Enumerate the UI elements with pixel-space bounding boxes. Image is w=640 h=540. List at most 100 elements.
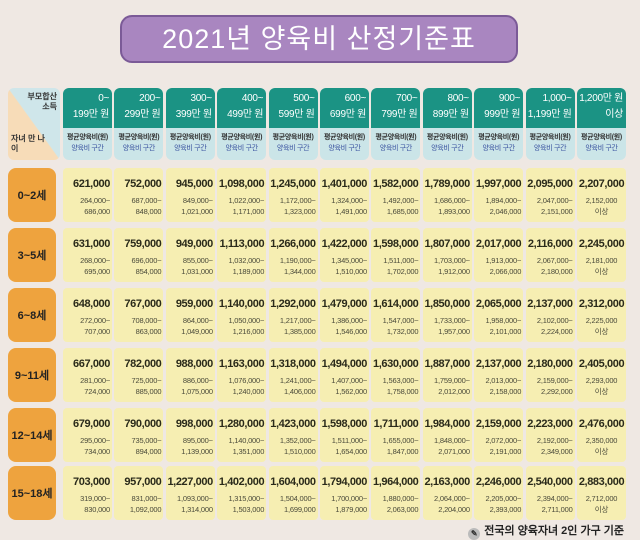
average-cost: 1,494,000: [321, 358, 368, 370]
table-cell: 1,401,000 1,324,000~ 1,491,000: [320, 168, 369, 222]
range-from: 1,172,000~: [279, 196, 316, 205]
range-to: 이상: [594, 387, 609, 396]
table-cell: 2,159,000 2,072,000~ 2,191,000: [474, 408, 524, 462]
range-from: 2,350,000: [585, 436, 618, 445]
cost-range: 1,958,000~ 2,101,000: [474, 315, 521, 337]
cost-range: 2,350,000 이상: [577, 435, 626, 457]
range-to: 1,406,000: [284, 387, 316, 396]
range-to: 2,063,000: [386, 505, 419, 514]
table-cell: 1,163,000 1,076,000~ 1,240,000: [217, 348, 267, 402]
range-from: 886,000~: [182, 376, 213, 385]
table-cell: 988,000 886,000~ 1,075,000: [165, 348, 215, 402]
cost-range: 2,067,000~ 2,180,000: [526, 255, 573, 277]
range-from: 864,000~: [182, 316, 213, 325]
column-header-7: 700~ 799만 원 평균양육비(원) 양육비 구간: [371, 88, 421, 160]
range-from: 1,190,000~: [279, 256, 316, 265]
average-cost: 2,405,000: [578, 358, 625, 370]
cost-range: 2,712,000 이상: [577, 493, 626, 515]
cost-range: 895,000~ 1,139,000: [166, 435, 213, 457]
range-from: 849,000~: [182, 196, 213, 205]
cost-range: 1,076,000~ 1,240,000: [217, 375, 264, 397]
range-from: 1,352,000~: [279, 436, 316, 445]
average-cost: 2,095,000: [527, 178, 573, 190]
table-cell: 1,422,000 1,345,000~ 1,510,000: [320, 228, 369, 282]
average-cost: 949,000: [175, 238, 213, 250]
income-bracket-line1: 800~: [447, 93, 469, 104]
table-cell: 752,000 687,000~ 848,000: [114, 168, 164, 222]
average-cost: 703,000: [73, 476, 110, 488]
average-cost: 1,984,000: [424, 418, 470, 430]
range-from: 1,958,000~: [485, 316, 522, 325]
income-bracket-line2: 399만 원: [175, 109, 212, 120]
cost-range: 1,050,000~ 1,216,000: [217, 315, 264, 337]
income-bracket-line1: 300~: [190, 93, 212, 104]
range-to: 2,101,000: [489, 327, 522, 336]
average-cost: 988,000: [175, 358, 213, 370]
cost-range: 849,000~ 1,021,000: [166, 195, 213, 217]
range-to: 2,046,000: [489, 207, 522, 216]
range-from: 1,913,000~: [485, 256, 522, 265]
cost-range: 2,394,000~ 2,711,000: [526, 493, 573, 515]
table-cell: 2,116,000 2,067,000~ 2,180,000: [525, 228, 575, 282]
cost-range: 1,759,000~ 2,012,000: [423, 375, 470, 397]
income-bracket-line1: 600~: [344, 93, 367, 104]
range-from: 2,072,000~: [485, 436, 522, 445]
range-to: 1,510,000: [335, 267, 367, 276]
range-to: 1,171,000: [232, 207, 265, 216]
range-to: 1,546,000: [335, 327, 367, 336]
table-cell: 790,000 735,000~ 894,000: [114, 408, 164, 462]
range-from: 696,000~: [131, 256, 162, 265]
average-cost: 1,266,000: [270, 238, 316, 250]
range-from: 272,000~: [80, 316, 110, 325]
average-cost: 759,000: [124, 238, 162, 250]
cost-range: 1,848,000~ 2,071,000: [423, 435, 470, 457]
table-cell: 1,402,000 1,315,000~ 1,503,000: [217, 466, 267, 520]
range-from: 1,703,000~: [434, 256, 470, 265]
cost-range: 2,192,000~ 2,349,000: [526, 435, 573, 457]
average-cost: 1,098,000: [218, 178, 265, 190]
average-cost: 782,000: [124, 358, 162, 370]
average-cost: 679,000: [73, 418, 110, 430]
average-cost: 1,292,000: [270, 298, 316, 310]
cost-range: 2,205,000~ 2,393,000: [474, 493, 521, 515]
table-cell: 2,245,000 2,181,000 이상: [577, 228, 626, 282]
range-from: 2,152,000: [585, 196, 618, 205]
range-from: 264,000~: [80, 196, 110, 205]
table-cell: 2,540,000 2,394,000~ 2,711,000: [525, 466, 575, 520]
average-cost: 2,223,000: [527, 418, 573, 430]
table-cell: 2,163,000 2,064,000~ 2,204,000: [422, 466, 472, 520]
table-cell: 2,405,000 2,293,000 이상: [577, 348, 626, 402]
column-subheader: 평균양육비(원) 양육비 구간: [577, 128, 626, 160]
range-from: 1,511,000~: [331, 436, 367, 445]
average-cost: 2,159,000: [475, 418, 522, 430]
column-header-9: 900~ 999만 원 평균양육비(원) 양육비 구간: [474, 88, 524, 160]
cost-range: 1,547,000~ 1,732,000: [371, 315, 419, 337]
cost-range: 319,000~ 830,000: [63, 493, 110, 515]
table-cell: 1,423,000 1,352,000~ 1,510,000: [268, 408, 318, 462]
table-cell: 998,000 895,000~ 1,139,000: [165, 408, 215, 462]
range-to: 2,066,000: [489, 267, 522, 276]
cost-range: 2,159,000~ 2,292,000: [526, 375, 573, 397]
range-from: 1,547,000~: [382, 316, 419, 325]
range-from: 1,733,000~: [434, 316, 470, 325]
table-cell: 667,000 281,000~ 724,000: [63, 348, 112, 402]
cost-range: 725,000~ 885,000: [114, 375, 162, 397]
table-cell: 679,000 295,000~ 734,000: [63, 408, 112, 462]
avg-cost-label: 평균양육비(원): [529, 134, 571, 141]
column-subheader: 평균양육비(원) 양육비 구간: [525, 128, 575, 160]
average-cost: 1,401,000: [321, 178, 368, 190]
range-from: 1,511,000~: [383, 256, 419, 265]
cost-range: 886,000~ 1,075,000: [166, 375, 213, 397]
range-from: 1,848,000~: [434, 436, 470, 445]
average-cost: 957,000: [124, 476, 162, 488]
cost-range: 831,000~ 1,092,000: [114, 493, 162, 515]
income-bracket-line1: 0~: [98, 93, 109, 104]
range-from: 1,324,000~: [331, 196, 367, 205]
average-cost: 1,794,000: [321, 476, 368, 488]
income-bracket: 800~ 899만 원: [422, 88, 472, 128]
age-axis-label: 자녀 만 나이: [11, 134, 45, 153]
range-to: 1,562,000: [335, 387, 367, 396]
income-bracket-line2: 1,199만 원: [527, 109, 572, 120]
table-cell: 1,494,000 1,407,000~ 1,562,000: [320, 348, 369, 402]
cost-range: 735,000~ 894,000: [114, 435, 162, 457]
